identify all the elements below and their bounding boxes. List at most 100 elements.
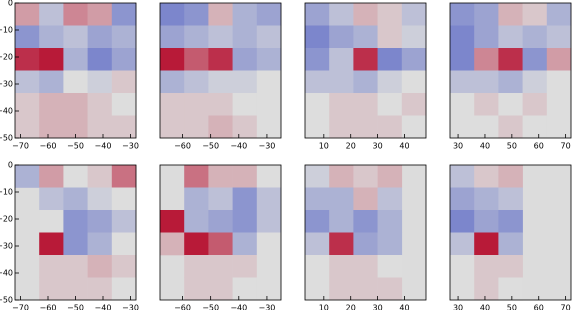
heat-cell (329, 48, 354, 71)
heat-cell (111, 165, 137, 188)
heat-cell (546, 48, 572, 71)
x-tick-label: 40 (399, 142, 409, 151)
heat-cell (401, 93, 427, 116)
heat-cell (111, 25, 137, 49)
heat-cell (39, 93, 64, 116)
heat-cell (63, 25, 88, 49)
plot-frame (449, 164, 572, 301)
x-tick-label: −50 (67, 142, 84, 151)
x-tick-label: 30 (453, 142, 463, 151)
heat-cell (305, 232, 330, 256)
plot-frame (304, 164, 427, 301)
heat-cell (353, 210, 378, 233)
heat-cell (39, 25, 64, 49)
heat-cell (39, 277, 64, 301)
heat-cell (87, 70, 113, 94)
heat-cell (522, 3, 548, 26)
heat-cell (498, 232, 523, 256)
heat-cell (546, 93, 572, 116)
x-tick-label: −60 (40, 304, 57, 310)
heat-cell (546, 25, 572, 49)
heat-cell (208, 25, 233, 49)
panel: −60 −50 −40 −30 (159, 2, 282, 151)
heat-cell (401, 115, 427, 139)
heat-cell (232, 3, 258, 26)
x-tick-label: −50 (202, 304, 219, 310)
heat-cell (208, 115, 233, 139)
heat-cell (546, 70, 572, 94)
heat-cell (256, 165, 282, 188)
heat-cell (256, 187, 282, 211)
x-tick-label: 40 (480, 304, 490, 310)
heat-cell (184, 93, 209, 116)
heat-cell (160, 232, 185, 256)
heat-cell (474, 277, 499, 301)
heat-cell (232, 210, 258, 233)
heat-cell (498, 255, 523, 278)
heat-cell (401, 3, 427, 26)
x-tick-label: −30 (122, 142, 139, 151)
y-tick-label: −50 (0, 134, 13, 143)
heat-cell (522, 25, 548, 49)
panel: −70 −60 −50 −40 −30 0 −10 −20 −30 −40 −50 (0, 161, 139, 310)
heat-cell (208, 255, 233, 278)
y-tick-label: −30 (0, 80, 13, 89)
heat-cell (15, 165, 40, 188)
x-tick-label: 60 (534, 142, 544, 151)
plot-frame (449, 2, 572, 139)
heat-cell (256, 255, 282, 278)
y-tick-label: −30 (0, 242, 13, 251)
heat-cell (232, 25, 258, 49)
heat-cell (450, 232, 475, 256)
x-tick-label: 30 (373, 142, 383, 151)
heat-cell (232, 255, 258, 278)
x-tick-label: −30 (258, 304, 275, 310)
heat-cell (111, 232, 137, 256)
heat-cell (450, 255, 475, 278)
heat-cell (111, 115, 137, 139)
y-tick-label: −40 (0, 269, 13, 278)
heat-cell (474, 165, 499, 188)
heat-cell (377, 48, 403, 71)
heat-cell (87, 232, 113, 256)
heat-cell (353, 232, 378, 256)
x-tick-label: −70 (12, 304, 29, 310)
panel: 30 40 50 60 70 (449, 2, 572, 151)
heat-cell (111, 255, 137, 278)
panel: 10 20 30 40 (304, 2, 427, 151)
heat-cell (39, 165, 64, 188)
heat-cell (256, 48, 282, 71)
heat-cell (377, 255, 403, 278)
heat-cell (232, 115, 258, 139)
heat-cell (15, 115, 40, 139)
heat-cell (184, 255, 209, 278)
heat-cell (111, 3, 137, 26)
heat-cell (256, 210, 282, 233)
heat-cell (256, 277, 282, 301)
x-tick-label: −40 (230, 142, 247, 151)
plot-frame (159, 164, 282, 301)
y-tick-label: −50 (0, 296, 13, 305)
heat-cell (63, 115, 88, 139)
heat-cell (474, 48, 499, 71)
heat-cell (160, 210, 185, 233)
heat-cell (329, 165, 354, 188)
heat-cell (377, 115, 403, 139)
heat-cell (87, 255, 113, 278)
x-tick-label: −60 (174, 304, 191, 310)
x-tick-label: 40 (480, 142, 490, 151)
heat-cell (498, 70, 523, 94)
heat-cell (160, 25, 185, 49)
heat-cell (474, 232, 499, 256)
heat-cell (256, 115, 282, 139)
y-tick-label: 0 (8, 0, 13, 8)
y-tick-label: −20 (0, 53, 13, 62)
heat-cell (208, 277, 233, 301)
heat-cell (39, 187, 64, 211)
heat-cell (111, 70, 137, 94)
heat-cell (208, 3, 233, 26)
heat-cell (87, 25, 113, 49)
heat-cell (353, 3, 378, 26)
heat-cell (87, 210, 113, 233)
heat-cell (329, 70, 354, 94)
